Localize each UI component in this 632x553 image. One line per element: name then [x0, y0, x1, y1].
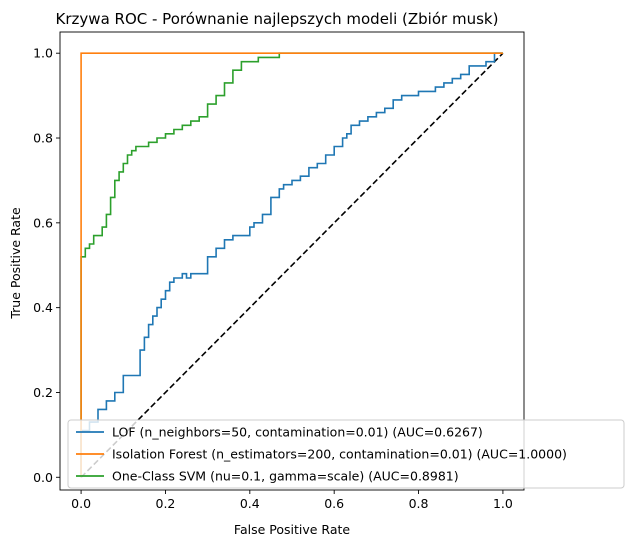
roc-series-line-1	[80, 52, 503, 478]
legend-label: One-Class SVM (nu=0.1, gamma=scale) (AUC…	[112, 469, 459, 484]
x-tick-label: 0.8	[409, 496, 429, 511]
legend-label: LOF (n_neighbors=50, contamination=0.01)…	[112, 425, 483, 440]
roc-series-line-0	[80, 52, 503, 478]
x-tick-label: 1.0	[493, 496, 513, 511]
chart-title: Krzywa ROC - Porównanie najlepszych mode…	[56, 10, 499, 28]
y-tick-label: 0.4	[33, 300, 53, 315]
plot-area	[60, 32, 524, 490]
y-axis-label: True Positive Rate	[8, 207, 23, 320]
y-tick-label: 0.6	[33, 215, 53, 230]
x-axis-label: False Positive Rate	[234, 522, 350, 537]
y-tick-label: 0.0	[33, 470, 53, 485]
x-tick-label: 0.0	[71, 496, 91, 511]
x-tick-label: 0.2	[156, 496, 176, 511]
y-tick-label: 0.8	[33, 131, 53, 146]
plot-frame	[59, 31, 525, 491]
y-tick-label: 1.0	[33, 46, 53, 61]
chance-diagonal-line	[80, 52, 504, 478]
legend-label: Isolation Forest (n_estimators=200, cont…	[112, 447, 567, 462]
y-tick-label: 0.2	[33, 385, 53, 400]
legend-box	[67, 419, 625, 489]
x-tick-label: 0.4	[240, 496, 260, 511]
x-tick-label: 0.6	[324, 496, 344, 511]
